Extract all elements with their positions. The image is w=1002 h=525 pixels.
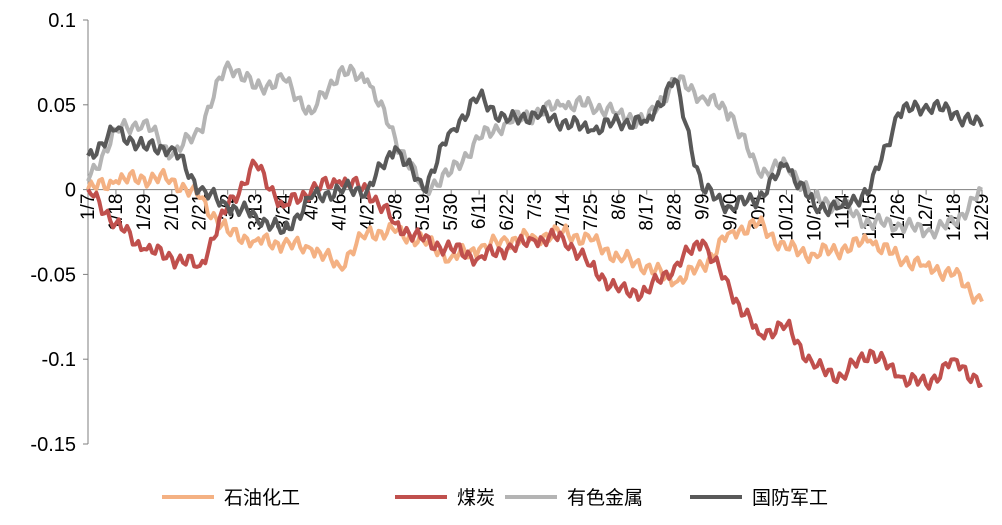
x-tick-label: 12/29 xyxy=(972,194,993,242)
x-tick-label: 7/3 xyxy=(525,194,546,220)
series-group xyxy=(86,60,984,391)
legend-label: 煤炭 xyxy=(457,487,495,509)
series-line-3 xyxy=(86,77,984,235)
y-tick-label: -0.05 xyxy=(30,264,76,286)
x-tick-label: 8/17 xyxy=(637,194,658,231)
x-tick-label: 2/10 xyxy=(162,194,183,231)
x-tick-label: 5/19 xyxy=(413,194,434,231)
y-tick-label: 0.05 xyxy=(37,95,76,117)
legend-label: 石油化工 xyxy=(224,487,300,509)
x-tick-label: 9/9 xyxy=(693,194,714,220)
x-tick-label: 1/29 xyxy=(134,194,155,231)
series-line-0 xyxy=(86,168,984,305)
x-tick-label: 4/16 xyxy=(329,194,350,231)
y-tick-label: 0.1 xyxy=(48,10,76,32)
x-tick-label: 8/6 xyxy=(609,194,630,220)
x-tick-label: 1/7 xyxy=(78,194,99,220)
x-tick-label: 12/18 xyxy=(944,194,965,242)
y-tick-label: 0 xyxy=(65,180,76,202)
y-tick-label: -0.1 xyxy=(42,349,76,371)
legend-label: 国防军工 xyxy=(752,487,828,509)
x-tick-label: 7/14 xyxy=(553,193,574,230)
x-tick-label: 7/25 xyxy=(581,194,602,231)
y-axis: 0.1 0.05 0 -0.05 -0.1 -0.15 xyxy=(30,10,89,456)
x-tick-label: 12/7 xyxy=(916,194,937,231)
x-tick-label: 6/22 xyxy=(497,194,518,231)
y-tick-label: -0.15 xyxy=(30,434,76,456)
x-tick-label: 11/26 xyxy=(888,194,909,240)
x-tick-label: 6/11 xyxy=(469,194,490,230)
x-tick-label: 11/15 xyxy=(860,194,881,240)
legend: 石油化工 煤炭 有色金属 国防军工 xyxy=(162,487,828,509)
x-tick-label: 5/30 xyxy=(441,194,462,231)
x-tick-label: 10/12 xyxy=(776,194,797,242)
legend-label: 有色金属 xyxy=(567,487,643,509)
x-tick-label: 8/28 xyxy=(665,194,686,231)
series-line-1 xyxy=(86,158,983,391)
